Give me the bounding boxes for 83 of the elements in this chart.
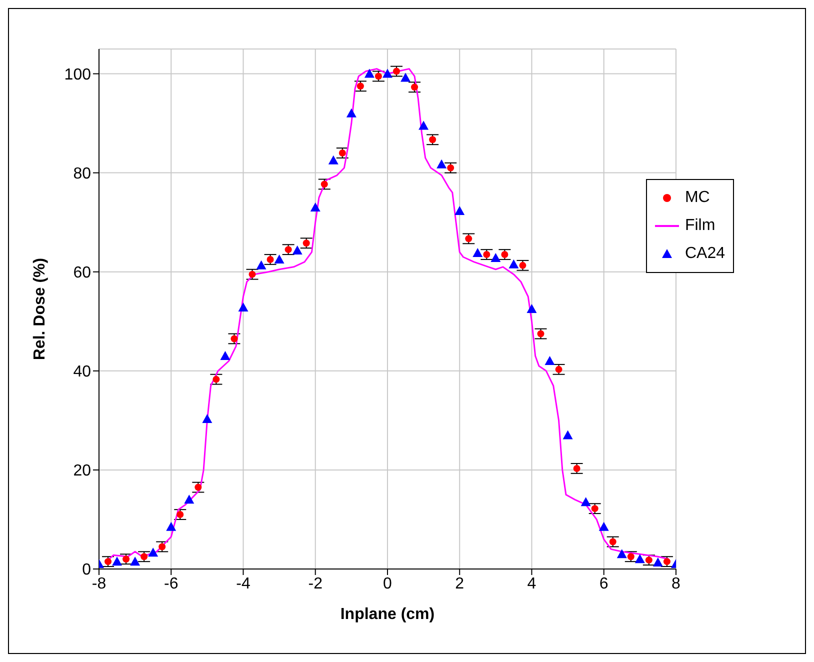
point <box>454 206 465 215</box>
legend-label: Film <box>684 217 716 235</box>
point <box>393 68 400 75</box>
point <box>537 330 544 338</box>
point <box>140 553 148 560</box>
point <box>230 335 238 342</box>
point <box>374 72 382 80</box>
point <box>320 180 328 188</box>
point <box>248 270 256 278</box>
point <box>130 556 140 566</box>
y-tick-label: 20 <box>73 462 92 480</box>
point <box>238 302 248 312</box>
point <box>555 366 562 373</box>
point <box>338 150 346 156</box>
y-tick-label: 80 <box>73 165 92 182</box>
point <box>616 549 627 558</box>
point <box>202 414 212 423</box>
point <box>356 82 364 90</box>
point <box>634 554 645 564</box>
point <box>274 254 284 264</box>
x-tick-label: 4 <box>527 575 536 592</box>
point <box>526 304 537 313</box>
point <box>122 556 130 563</box>
point <box>184 494 194 504</box>
y-tick-label: 60 <box>73 264 92 282</box>
point <box>328 155 338 164</box>
point <box>256 260 266 270</box>
point <box>472 248 483 258</box>
point <box>483 251 490 258</box>
point <box>562 430 573 440</box>
x-axis-title: Inplane (cm) <box>340 606 435 623</box>
point <box>104 558 112 566</box>
y-axis-title: Rel. Dose (%) <box>32 258 49 360</box>
point <box>429 136 436 144</box>
point <box>284 246 292 254</box>
point <box>519 262 526 269</box>
point <box>411 84 418 91</box>
point <box>382 68 392 78</box>
y-tick-label: 0 <box>82 562 92 579</box>
x-tick-label: -4 <box>236 575 250 592</box>
x-tick-label: 0 <box>383 575 392 592</box>
point <box>176 511 184 518</box>
point <box>663 558 670 566</box>
point <box>310 202 320 212</box>
x-tick-label: -2 <box>308 575 323 592</box>
x-tick-label: -6 <box>164 575 178 592</box>
point <box>501 251 508 258</box>
x-tick-label: -8 <box>92 575 106 592</box>
x-tick-label: 2 <box>455 575 464 592</box>
point <box>609 538 616 546</box>
point <box>447 164 454 172</box>
point <box>627 553 634 560</box>
point <box>580 497 591 506</box>
point <box>490 252 501 262</box>
point <box>436 159 447 168</box>
point <box>598 522 609 531</box>
legend-label: MC <box>684 189 710 207</box>
point <box>652 558 663 567</box>
point <box>364 68 374 78</box>
point <box>465 235 472 242</box>
point <box>645 556 652 564</box>
point <box>194 484 202 491</box>
x-tick-label: 6 <box>599 575 608 592</box>
point <box>544 356 555 365</box>
x-tick-label: 8 <box>672 575 681 592</box>
point <box>158 543 166 550</box>
point <box>166 522 176 531</box>
point <box>418 120 429 130</box>
point <box>400 72 411 82</box>
point <box>508 259 519 268</box>
point <box>112 556 122 566</box>
point <box>591 505 598 512</box>
y-tick-label: 40 <box>73 364 92 381</box>
legend-label: CA24 <box>684 245 725 263</box>
point <box>212 376 220 383</box>
y-tick-label: 100 <box>64 66 92 84</box>
point <box>220 351 230 360</box>
point <box>302 240 310 247</box>
point <box>266 256 274 263</box>
point <box>573 464 580 472</box>
point <box>346 108 356 118</box>
point <box>148 548 158 557</box>
point <box>292 246 302 255</box>
